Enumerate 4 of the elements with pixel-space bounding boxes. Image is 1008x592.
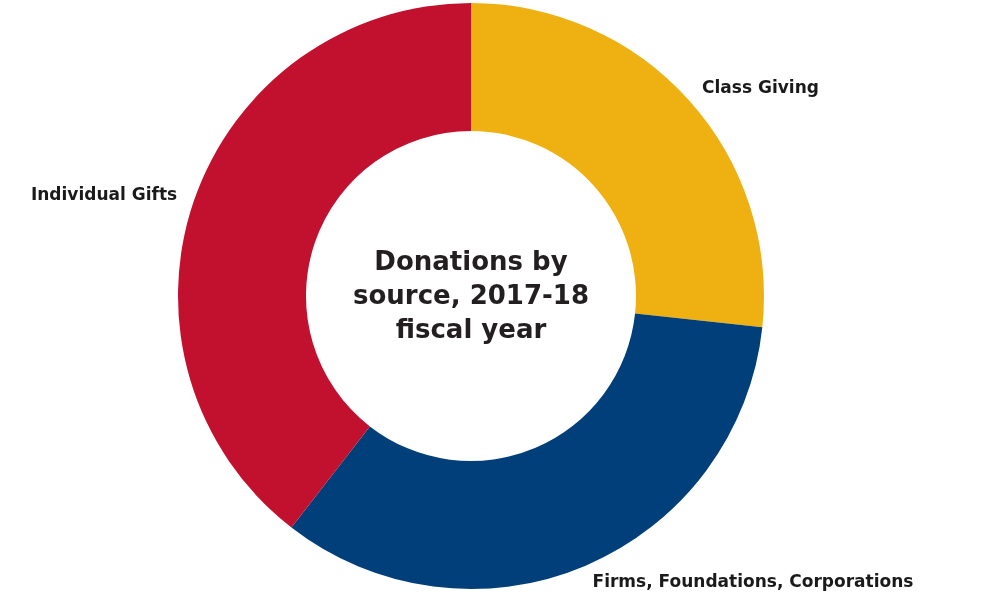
slice-label: Individual Gifts bbox=[30, 184, 178, 205]
text: Donations by source, 2017-18 fiscal year bbox=[353, 245, 589, 344]
slice-label: Class Giving bbox=[702, 77, 819, 98]
slice-label: Firms, Foundations, Corporations bbox=[592, 570, 914, 591]
